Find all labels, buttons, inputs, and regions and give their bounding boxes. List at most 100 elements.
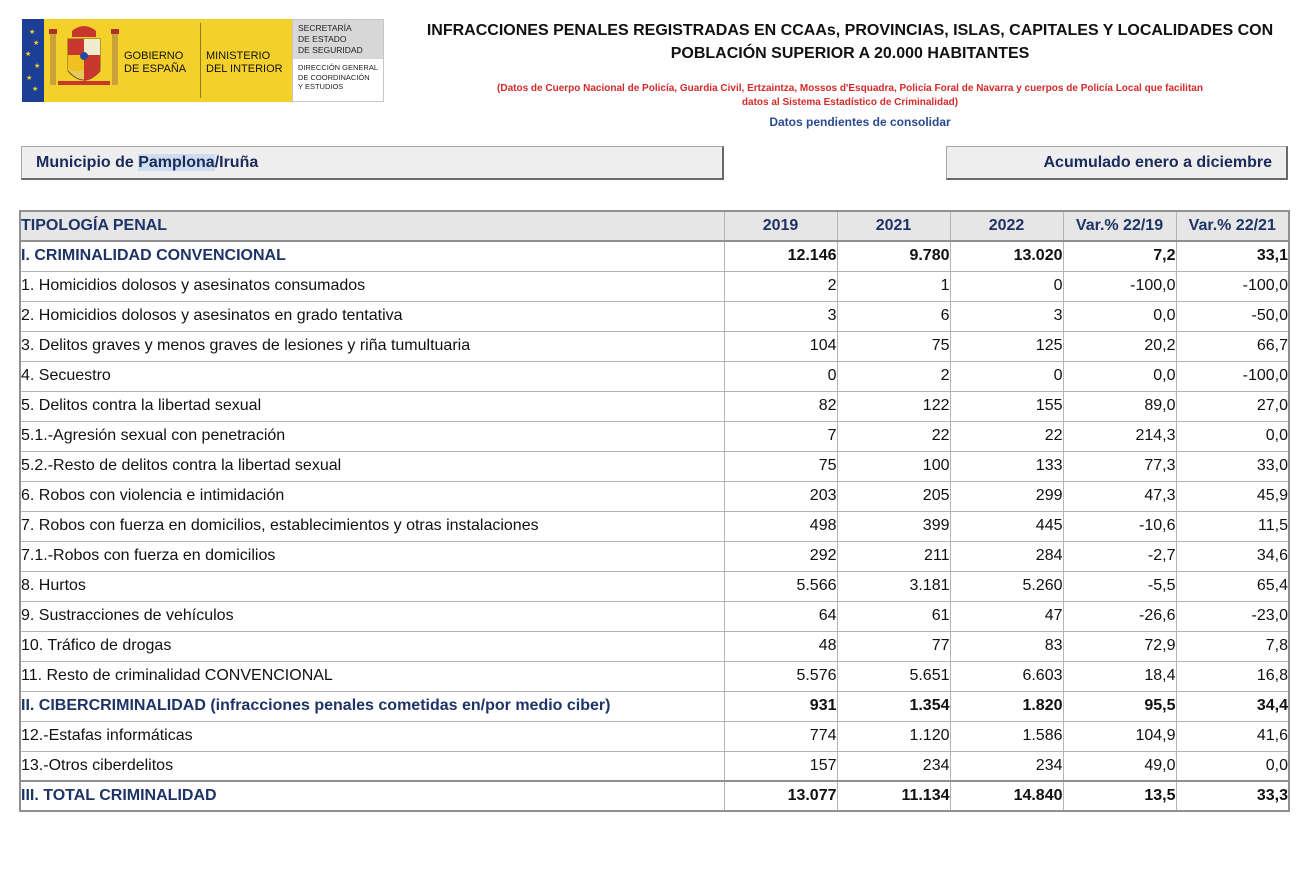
value-2022: 133 [949,450,1064,482]
value-2019: 0 [723,360,838,392]
row-label: 5. Delitos contra la libertad sexual [19,390,725,422]
value-var-22-21: 33,1 [1175,240,1290,272]
table-row: 4. Secuestro 0 2 0 0,0 -100,0 [19,360,1290,392]
value-2022: 299 [949,480,1064,512]
value-2022: 47 [949,600,1064,632]
value-var-22-19: 47,3 [1062,480,1177,512]
value-var-22-21: 34,4 [1175,690,1290,722]
value-var-22-19: -100,0 [1062,270,1177,302]
direccion-line-3: Y ESTUDIOS [298,82,344,91]
value-2021: 1.354 [836,690,951,722]
ministerio-line-1: MINISTERIO [206,50,271,62]
value-var-22-21: 66,7 [1175,330,1290,362]
header-2022: 2022 [949,210,1064,242]
table-row: 6. Robos con violencia e intimidación 203… [19,480,1290,512]
value-2022: 6.603 [949,660,1064,692]
table-row: 7.1.-Robos con fuerza en domicilios 292 21… [19,540,1290,572]
value-var-22-21: -23,0 [1175,600,1290,632]
value-2021: 399 [836,510,951,542]
value-var-22-19: 0,0 [1062,360,1177,392]
value-2019: 498 [723,510,838,542]
direccion-label: DIRECCIÓN GENERAL DE COORDINACIÓN Y ESTU… [293,59,383,92]
logo-yellow-block: ★ ★ ★ ★ ★ ★ GOBIERNO DE ESPAÑA [22,19,292,102]
value-2022: 234 [949,750,1064,782]
value-2019: 48 [723,630,838,662]
table-row: 2. Homicidios dolosos y asesinatos en gr… [19,300,1290,332]
value-2021: 22 [836,420,951,452]
value-2021: 6 [836,300,951,332]
value-var-22-21: 27,0 [1175,390,1290,422]
municipio-selected-text[interactable]: Pamplona [138,154,215,171]
gobierno-line-2: DE ESPAÑA [124,63,187,75]
value-var-22-19: 49,0 [1062,750,1177,782]
municipio-prefix: Municipio de [36,154,139,171]
value-var-22-19: 18,4 [1062,660,1177,692]
row-label: 11. Resto de criminalidad CONVENCIONAL [19,660,725,692]
value-2022: 5.260 [949,570,1064,602]
value-2022: 3 [949,300,1064,332]
value-2021: 205 [836,480,951,512]
value-2019: 64 [723,600,838,632]
direccion-line-1: DIRECCIÓN GENERAL [298,63,379,72]
row-label: 2. Homicidios dolosos y asesinatos en gr… [19,300,725,332]
table-body: I. CRIMINALIDAD CONVENCIONAL 12.146 9.780 1… [19,240,1290,812]
table-row: 7. Robos con fuerza en domicilios, estab… [19,510,1290,542]
value-2022: 1.586 [949,720,1064,752]
value-var-22-19: 13,5 [1062,780,1177,812]
gobierno-logo: ★ ★ ★ ★ ★ ★ GOBIERNO DE ESPAÑA [22,19,384,102]
header-var-22-21: Var.% 22/21 [1175,210,1290,242]
value-2021: 211 [836,540,951,572]
gobierno-line-1: GOBIERNO [124,50,184,62]
value-2022: 125 [949,330,1064,362]
value-var-22-21: -50,0 [1175,300,1290,332]
value-2021: 1.120 [836,720,951,752]
value-2019: 13.077 [723,780,838,812]
value-2021: 122 [836,390,951,422]
value-var-22-21: 33,3 [1175,780,1290,812]
row-label: 3. Delitos graves y menos graves de lesi… [19,330,725,362]
secretaria-label: SECRETARÍA DE ESTADO DE SEGURIDAD [293,20,383,59]
table-row: 9. Sustracciones de vehículos 64 61 47 -26,6… [19,600,1290,632]
secretaria-line-2: DE ESTADO [298,34,347,44]
value-var-22-21: 65,4 [1175,570,1290,602]
value-2019: 5.566 [723,570,838,602]
value-2021: 1 [836,270,951,302]
table-row: 12.-Estafas informáticas 774 1.120 1.586 104… [19,720,1290,752]
row-label: 9. Sustracciones de vehículos [19,600,725,632]
row-label: 7.1.-Robos con fuerza en domicilios [19,540,725,572]
value-2022: 155 [949,390,1064,422]
value-2022: 284 [949,540,1064,572]
value-2019: 82 [723,390,838,422]
value-var-22-21: 33,0 [1175,450,1290,482]
value-var-22-19: -2,7 [1062,540,1177,572]
value-2019: 75 [723,450,838,482]
value-var-22-19: 7,2 [1062,240,1177,272]
report-title: INFRACCIONES PENALES REGISTRADAS EN CCAA… [420,19,1280,65]
value-2021: 77 [836,630,951,662]
table-row: 5.2.-Resto de delitos contra la libertad… [19,450,1290,482]
logo-divider [200,23,201,98]
municipio-box: Municipio de Pamplona/Iruña [21,146,724,180]
value-var-22-19: 0,0 [1062,300,1177,332]
periodo-box: Acumulado enero a diciembre [946,146,1288,180]
table-row: III. TOTAL CRIMINALIDAD 13.077 11.134 14.84… [19,780,1290,812]
value-var-22-19: 89,0 [1062,390,1177,422]
value-2019: 157 [723,750,838,782]
table-row: 10. Tráfico de drogas 48 77 83 72,9 7,8 [19,630,1290,662]
value-var-22-19: -10,6 [1062,510,1177,542]
value-2022: 83 [949,630,1064,662]
row-label: 4. Secuestro [19,360,725,392]
table-row: 13.-Otros ciberdelitos 157 234 234 49,0 0,0 [19,750,1290,782]
data-source-line-2: datos al Sistema Estadístico de Criminal… [741,97,959,108]
value-2021: 11.134 [836,780,951,812]
value-var-22-21: 7,8 [1175,630,1290,662]
value-2021: 234 [836,750,951,782]
table-row: 8. Hurtos 5.566 3.181 5.260 -5,5 65,4 [19,570,1290,602]
value-2021: 75 [836,330,951,362]
secretaria-block: SECRETARÍA DE ESTADO DE SEGURIDAD DIRECC… [292,19,384,102]
value-var-22-19: -5,5 [1062,570,1177,602]
secretaria-line-1: SECRETARÍA [298,23,352,33]
secretaria-line-3: DE SEGURIDAD [298,45,363,55]
value-2019: 5.576 [723,660,838,692]
value-2022: 0 [949,360,1064,392]
